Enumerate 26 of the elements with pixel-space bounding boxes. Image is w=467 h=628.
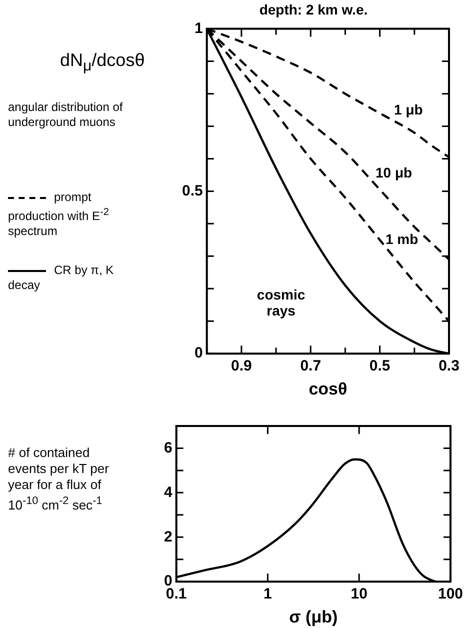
x-axis-title: σ (μb) <box>289 607 338 626</box>
x-tick-label: 0.7 <box>300 358 322 375</box>
x-tick-label: 0.5 <box>369 358 390 375</box>
x-tick-label: 0.1 <box>166 586 187 603</box>
x-tick-label: 0.3 <box>438 358 460 375</box>
text: angular distribution of underground muons <box>8 100 123 129</box>
y-tick-label: 4 <box>164 484 173 501</box>
text: # of contained events per kT per year for a flux of 10$^{-10}$ cm$^{-2}$ sec$^{-1}$ <box>8 445 109 512</box>
series-label: 10 μb <box>376 164 412 180</box>
x-tick-label: 0.9 <box>231 358 252 375</box>
x-axis-title: cosθ <box>308 379 348 398</box>
text: prompt production with E$^{-2}$ spectrum <box>8 190 109 238</box>
y-tick-label: 2 <box>164 528 172 546</box>
y-tick-label: 0 <box>194 344 203 362</box>
y-tick-label: 0.5 <box>182 182 203 200</box>
text: cosmic rays <box>256 286 306 318</box>
text: CR by π, K decay <box>8 263 114 292</box>
y-tick-label: 6 <box>164 439 172 456</box>
x-tick-label: 1 <box>264 586 272 603</box>
y-tick-label: 1 <box>194 20 203 37</box>
x-tick-label: 10 <box>350 586 368 603</box>
series-label: 1 μb <box>394 102 423 118</box>
x-tick-label: 100 <box>438 586 463 603</box>
series-label: 1 mb <box>385 230 418 247</box>
chart-title: depth: 2 km w.e. <box>259 1 368 18</box>
y-axis-title: dN$_{μ}$/dcosθ <box>60 50 145 75</box>
